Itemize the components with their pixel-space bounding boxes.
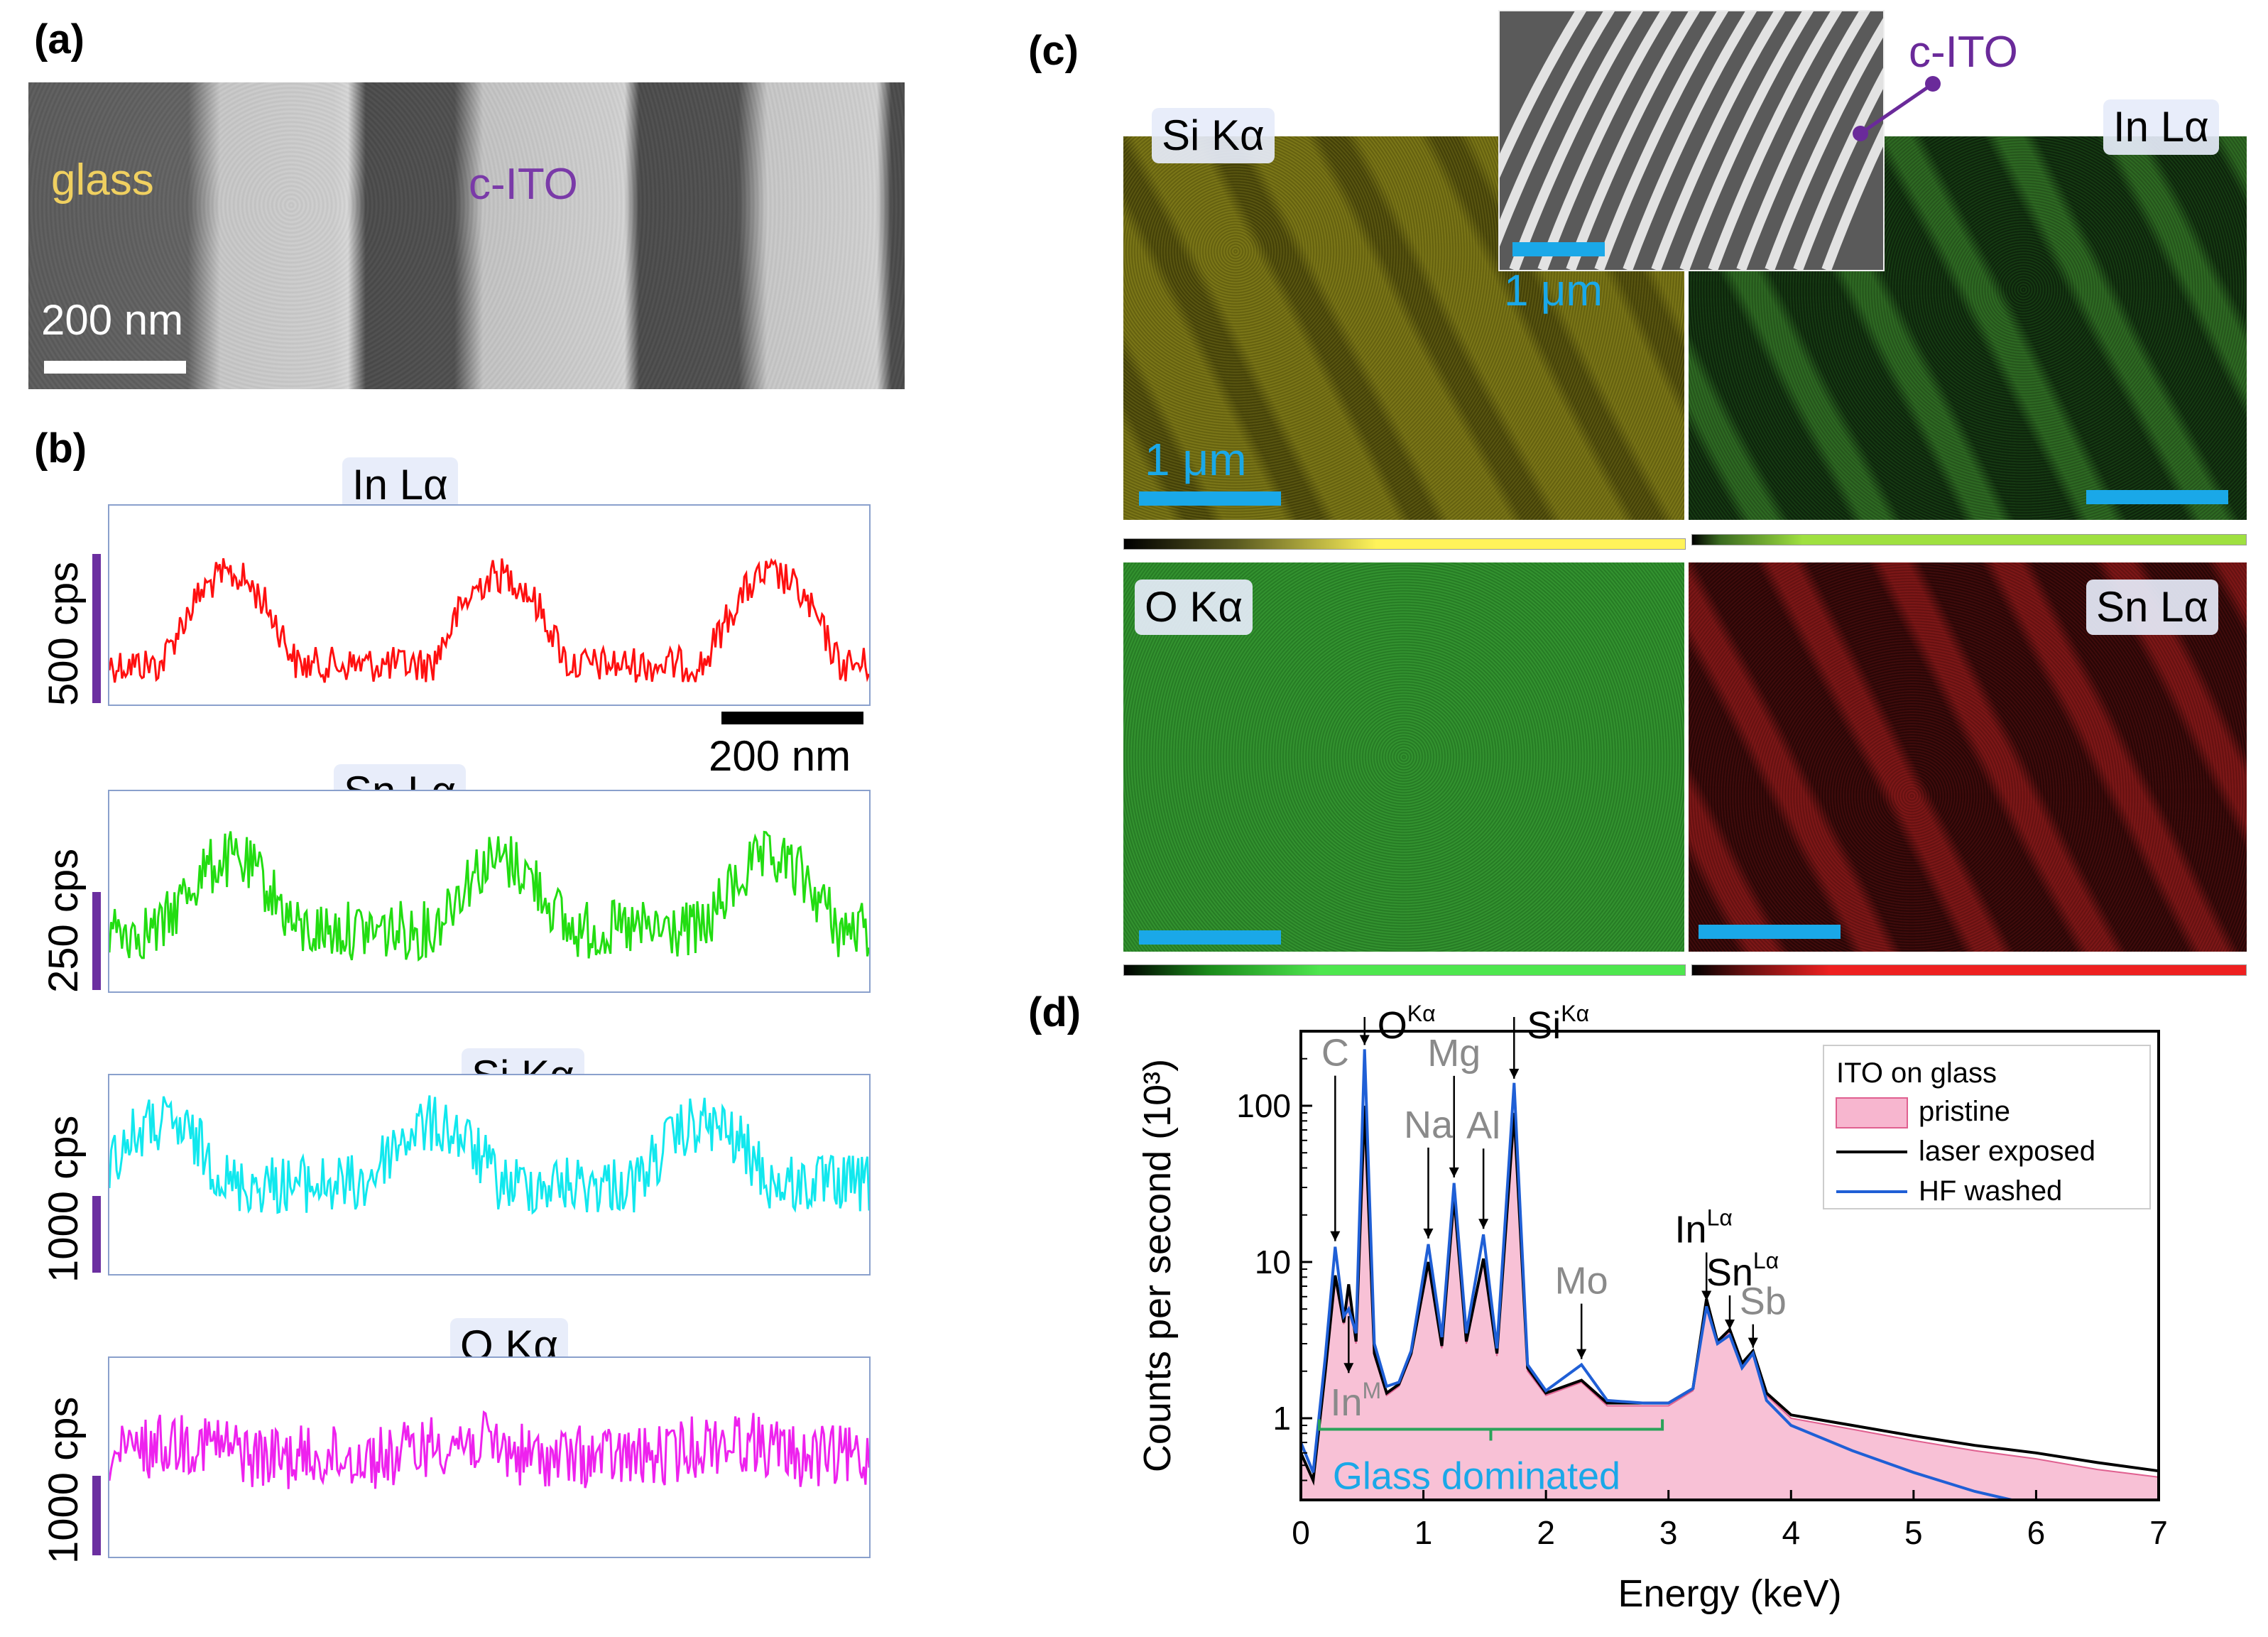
unit-label-in: 500 cps (40, 561, 87, 706)
series-HF-washed (1299, 1049, 2012, 1501)
peak-arrowhead (1509, 1068, 1520, 1079)
legend-title: ITO on glass (1836, 1057, 1997, 1089)
x-axis-label: Energy (keV) (1618, 1572, 1841, 1615)
panel-c-label: (c) (1028, 28, 1079, 74)
peak-label-sn: SnLα (1706, 1248, 1779, 1294)
map-label-in: In Lα (2103, 99, 2219, 155)
peak-label-o: OKα (1378, 1001, 1436, 1047)
map-label-sn: Sn Lα (2086, 580, 2219, 635)
peak-arrowhead (1478, 1219, 1489, 1229)
trace-box-in (108, 504, 871, 706)
scale-bar-in (2086, 490, 2228, 504)
glass-bracket (1317, 1419, 1664, 1441)
peak-label-in: InM (1330, 1378, 1381, 1424)
legend-entry-laser-exposed: laser exposed (1919, 1136, 2095, 1167)
peak-arrowhead (1330, 1231, 1341, 1241)
colorbar-o (1123, 964, 1686, 976)
y-tick-label: 10 (1255, 1244, 1291, 1280)
x-tick-label: 3 (1659, 1514, 1678, 1551)
peak-arrowhead (1748, 1337, 1758, 1348)
scale-bar-sn (1699, 925, 1841, 939)
peak-arrowhead (1725, 1320, 1735, 1330)
scale-bar-si (1139, 491, 1281, 506)
inset-sem-image (1498, 10, 1885, 271)
glass-label: glass (51, 156, 154, 205)
peak-label-c: C (1321, 1032, 1349, 1075)
panel-a-label: (a) (34, 16, 84, 62)
intensity-bar-si (92, 1196, 101, 1273)
peak-arrowhead (1359, 1035, 1370, 1045)
peak-arrowhead (1701, 1290, 1712, 1301)
peak-arrowhead (1449, 1167, 1459, 1178)
trace-line-in (109, 558, 869, 683)
map-label-si: Si Kα (1152, 108, 1275, 163)
peak-label-na: Na (1404, 1104, 1454, 1146)
trace-box-si (108, 1074, 871, 1276)
scale-bar-label-a: 200 nm (41, 296, 184, 344)
c-ito-label: c-ITO (469, 160, 578, 209)
trace-line-si (109, 1095, 869, 1215)
peak-label-mg: Mg (1427, 1032, 1481, 1075)
x-tick-label: 4 (1782, 1514, 1800, 1551)
intensity-bar-sn (92, 892, 101, 990)
intensity-bar-o (92, 1476, 101, 1555)
scale-bar-label-b: 200 nm (709, 732, 851, 780)
inset-ito-label: c-ITO (1909, 28, 2018, 77)
trace-box-sn (108, 790, 871, 993)
intensity-bar-in (92, 554, 101, 703)
trace-box-o (108, 1356, 871, 1558)
legend-entry-HF-washed: HF washed (1919, 1175, 2062, 1207)
y-tick-label: 100 (1236, 1087, 1291, 1124)
x-tick-label: 6 (2027, 1514, 2046, 1551)
plot-frame (1299, 1030, 2160, 1501)
inset-scale-label: 1 μm (1504, 266, 1603, 315)
panel-b-label: (b) (34, 425, 87, 472)
peak-label-in: InLα (1675, 1204, 1733, 1251)
x-tick-label: 5 (1904, 1514, 1923, 1551)
peak-arrowhead (1343, 1363, 1354, 1374)
scale-bar-b (721, 712, 863, 724)
y-tick-label: 1 (1272, 1400, 1291, 1437)
peak-label-mo: Mo (1555, 1260, 1608, 1302)
x-tick-label: 0 (1292, 1514, 1310, 1551)
x-tick-label: 7 (2149, 1514, 2168, 1551)
trace-line-o (109, 1410, 869, 1489)
panel-d-label: (d) (1028, 989, 1081, 1035)
unit-label-sn: 250 cps (40, 848, 87, 993)
colorbar-sn (1691, 964, 2247, 976)
peak-arrowhead (1423, 1228, 1434, 1239)
trace-label-in: In Lα (342, 457, 458, 513)
x-tick-label: 2 (1537, 1514, 1555, 1551)
legend-swatch-pristine (1836, 1097, 1908, 1129)
scale-bar-a (44, 361, 186, 374)
peak-label-al: Al (1466, 1104, 1500, 1147)
map-label-o: O Kα (1135, 580, 1253, 635)
peak-arrowhead (1576, 1349, 1587, 1359)
sem-image (28, 82, 905, 389)
peak-label-si: SiKα (1527, 1001, 1589, 1047)
unit-label-o: 1000 cps (40, 1396, 87, 1564)
eds-spectrum-chart: 0 1 2 3 4 5 6 7 1 10 100 Energy (keV) Counts per sec… (1136, 1001, 2168, 1615)
unit-label-si: 1000 cps (40, 1115, 87, 1283)
legend-entry-pristine: pristine (1919, 1096, 2010, 1127)
colorbar-in (1691, 534, 2247, 545)
peak-label-sb: Sb (1740, 1280, 1787, 1323)
scale-bar-o (1139, 930, 1281, 945)
inset-pointer (1853, 76, 1941, 141)
trace-line-sn (109, 830, 869, 962)
colorbar-si (1123, 538, 1686, 550)
glass-dominated-label: Glass dominated (1333, 1454, 1620, 1497)
scale-bar-label-c: 1 μm (1145, 434, 1247, 485)
y-axis-label: Counts per second (10³) (1136, 1059, 1179, 1472)
x-tick-label: 1 (1414, 1514, 1433, 1551)
